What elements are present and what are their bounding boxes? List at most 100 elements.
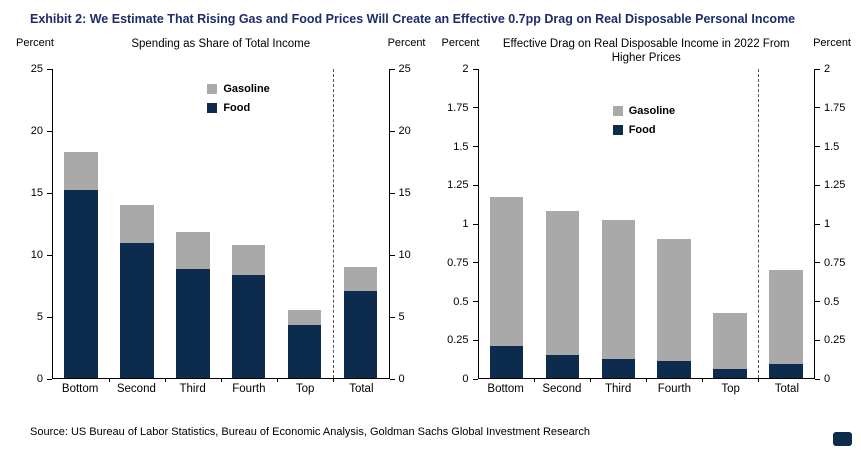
y-tick-label: 1.25 [447,179,469,192]
plot-area: Gasoline Food [477,69,815,382]
x-tick-mark [164,378,166,382]
x-category-label: Top [295,383,315,395]
y-tick-label: 25 [398,63,411,75]
bar-segment-food-fourth [231,275,266,378]
x-category-label: Second [542,383,582,395]
y-tick-label: 1 [824,218,831,230]
legend-swatch-gasoline [612,106,623,116]
legend-label: Food [223,102,251,114]
y-tick-mark [472,107,478,109]
bar-segment-gasoline-top [713,313,747,369]
x-tick-mark [758,378,760,382]
y-tick-label: 0 [398,373,405,385]
y-tick-mark [815,223,820,225]
y-tick-label: 2 [462,63,469,75]
y-tick-mark [389,68,395,70]
y-axis-left: 0 5 10 15 20 25 [16,63,52,385]
legend-label: Food [628,124,656,136]
legend-swatch-food [207,103,218,113]
bar-segment-food-bottom [64,190,98,378]
x-category-label: Top [721,383,740,395]
bar-segment-gasoline-top [287,310,322,325]
bar-segment-food-third [176,269,210,378]
legend-swatch-food [612,125,623,135]
y-tick-label: 15 [398,187,411,199]
y-tick-label: 0 [36,373,43,385]
bar-segment-food-total [769,364,803,378]
legend-swatch-gasoline [207,84,218,94]
publisher-logo [833,432,852,446]
x-axis-labels: Bottom Second Third Fourth Top Total [52,383,390,395]
x-tick-mark [276,378,278,382]
bar-segment-gasoline-second [545,211,580,355]
bar-segment-gasoline-fourth [231,244,266,276]
y-tick-label: 25 [30,63,43,75]
y-tick-mark [472,68,478,70]
y-axis-unit-left: Percent [16,37,54,49]
y-tick-label: 5 [398,311,405,323]
y-tick-mark [815,184,820,186]
y-tick-label: 0.25 [447,334,469,347]
x-tick-mark [108,378,110,382]
y-tick-label: 0 [824,373,831,385]
source-line: Source: US Bureau of Labor Statistics, B… [30,426,591,438]
plot-row: 0 0.25 0.5 0.75 1 1.25 1.5 1.75 2 Gasoline Food 0… [442,63,852,385]
legend-label: Gasoline [223,83,270,95]
y-tick-label: 1.5 [824,140,840,153]
y-tick-label: 15 [30,187,43,199]
bar-segment-gasoline-total [343,266,378,292]
x-tick-mark [702,378,704,382]
bar-segment-food-second [120,243,154,378]
panel-head: Percent Effective Drag on Real Disposabl… [442,37,852,69]
x-tick-mark [220,378,222,382]
y-tick-label: 0.75 [447,256,469,269]
y-tick-mark [472,184,478,186]
y-tick-label: 20 [30,125,43,137]
plot-area: Gasoline Food [52,69,390,382]
y-tick-label: 10 [398,249,411,261]
legend-item-food: Food [612,124,675,136]
y-axis-unit-right: Percent [387,37,426,49]
y-tick-mark [815,107,820,109]
bar-segment-food-fourth [657,361,691,378]
x-tick-mark [646,378,648,382]
legend-item-gasoline: Gasoline [612,105,676,117]
bar-segment-food-bottom [489,345,524,378]
y-tick-mark [47,254,52,256]
bar-segment-gasoline-bottom [64,151,98,191]
bar-segment-gasoline-fourth [657,238,691,362]
y-tick-label: 1 [462,218,469,230]
y-tick-mark [389,378,395,380]
x-category-label: Third [179,383,206,395]
bar-segment-gasoline-third [176,232,210,270]
bar-segment-food-second [545,354,580,378]
bar-segment-food-top [713,368,747,378]
y-tick-mark [472,339,478,341]
panel-head: Percent Spending as Share of Total Incom… [16,37,426,69]
bar-segment-gasoline-total [769,269,803,365]
x-category-label: Bottom [61,383,99,395]
y-tick-mark [389,130,395,132]
y-tick-label: 0 [462,373,469,385]
y-tick-mark [815,146,820,147]
y-tick-mark [815,262,820,264]
legend-label: Gasoline [628,105,676,117]
y-tick-label: 5 [36,311,43,323]
y-tick-mark [389,192,395,194]
y-axis-left: 0 0.25 0.5 0.75 1 1.25 1.5 1.75 2 [442,63,478,385]
y-tick-label: 1.75 [447,101,469,114]
x-tick-mark [332,378,334,382]
charts-container: Percent Spending as Share of Total Incom… [16,37,851,395]
x-axis-labels: Bottom Second Third Fourth Top Total [478,383,816,395]
y-tick-mark [47,130,52,132]
y-tick-label: 1.25 [824,179,846,192]
y-tick-mark [815,339,820,341]
x-category-label: Fourth [657,383,691,395]
y-tick-mark [47,68,52,70]
bar-segment-gasoline-second [120,204,154,244]
y-tick-mark [815,301,820,302]
bar-segment-food-third [601,359,636,378]
bar-segment-gasoline-bottom [489,197,524,346]
y-tick-label: 10 [30,249,43,261]
